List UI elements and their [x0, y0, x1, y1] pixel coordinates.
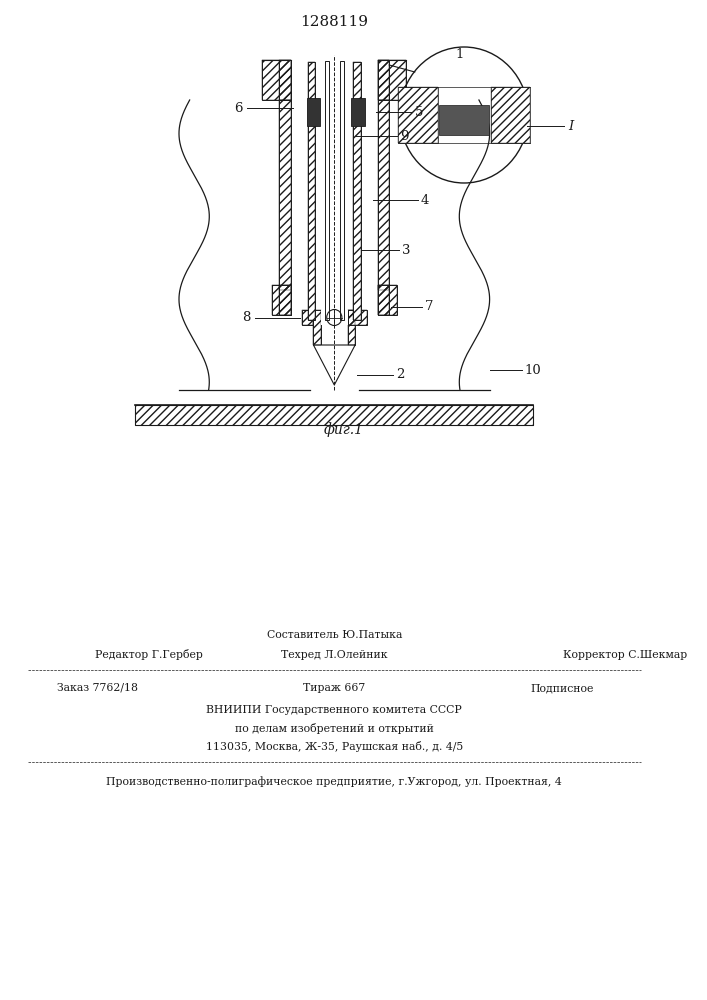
Polygon shape — [313, 345, 355, 385]
Bar — [378, 60, 407, 100]
Bar — [378, 285, 397, 315]
Bar — [340, 61, 344, 320]
Bar — [302, 310, 313, 325]
Bar — [313, 310, 321, 345]
Bar — [354, 62, 361, 320]
Text: Корректор С.Шекмар: Корректор С.Шекмар — [563, 650, 688, 660]
Bar — [378, 285, 390, 315]
Text: 8: 8 — [242, 311, 250, 324]
Bar — [491, 87, 530, 143]
Text: Тираж 667: Тираж 667 — [303, 683, 366, 693]
Text: Производственно-полиграфическое предприятие, г.Ужгород, ул. Проектная, 4: Производственно-полиграфическое предприя… — [107, 777, 562, 787]
Bar — [279, 285, 291, 315]
Bar — [308, 62, 315, 320]
Text: Подписное: Подписное — [530, 683, 594, 693]
Bar — [491, 87, 530, 143]
Bar — [354, 62, 361, 320]
Bar — [378, 60, 390, 100]
Text: 3: 3 — [402, 243, 410, 256]
Bar — [378, 100, 390, 290]
Bar — [279, 60, 291, 100]
Bar — [348, 310, 355, 345]
Text: 4: 4 — [421, 194, 429, 207]
Bar — [279, 100, 291, 290]
Text: I: I — [568, 119, 573, 132]
Bar — [348, 310, 366, 325]
Bar — [279, 285, 291, 315]
Text: 1288119: 1288119 — [300, 15, 368, 29]
Text: Составитель Ю.Патыка: Составитель Ю.Патыка — [267, 630, 402, 640]
Bar — [440, 105, 489, 135]
Text: Техред Л.Олейник: Техред Л.Олейник — [281, 650, 387, 660]
Bar — [302, 310, 313, 325]
Text: 5: 5 — [415, 105, 423, 118]
Text: 2: 2 — [396, 368, 404, 381]
Bar — [378, 100, 390, 290]
Bar — [378, 60, 390, 100]
Bar — [279, 60, 291, 100]
Bar — [348, 310, 366, 325]
Bar — [262, 60, 291, 100]
Bar — [136, 405, 533, 425]
Text: 10: 10 — [525, 363, 542, 376]
Bar — [378, 285, 397, 315]
Text: Заказ 7762/18: Заказ 7762/18 — [57, 683, 138, 693]
Text: фиг.1: фиг.1 — [324, 423, 364, 437]
Text: 9: 9 — [399, 129, 408, 142]
Bar — [398, 87, 438, 143]
Bar — [262, 60, 291, 100]
Bar — [351, 98, 365, 126]
Bar — [321, 310, 348, 325]
Text: 6: 6 — [234, 102, 243, 114]
Bar — [279, 100, 291, 290]
Text: 113035, Москва, Ж-35, Раушская наб., д. 4/5: 113035, Москва, Ж-35, Раушская наб., д. … — [206, 740, 463, 752]
Bar — [398, 87, 438, 143]
Bar — [329, 61, 340, 320]
Bar — [136, 405, 533, 425]
Bar — [271, 285, 291, 315]
Text: ВНИИПИ Государственного комитета СССР: ВНИИПИ Государственного комитета СССР — [206, 705, 462, 715]
Text: по делам изобретений и открытий: по делам изобретений и открытий — [235, 722, 433, 734]
Bar — [325, 61, 329, 320]
Text: Редактор Г.Гербер: Редактор Г.Гербер — [95, 650, 203, 660]
Bar — [378, 285, 390, 315]
Bar — [308, 62, 315, 320]
Bar — [313, 310, 321, 345]
Bar — [348, 310, 355, 345]
Bar — [307, 98, 320, 126]
Text: 1: 1 — [455, 48, 464, 62]
Text: 7: 7 — [425, 300, 433, 314]
Bar — [271, 285, 291, 315]
Bar — [378, 60, 407, 100]
